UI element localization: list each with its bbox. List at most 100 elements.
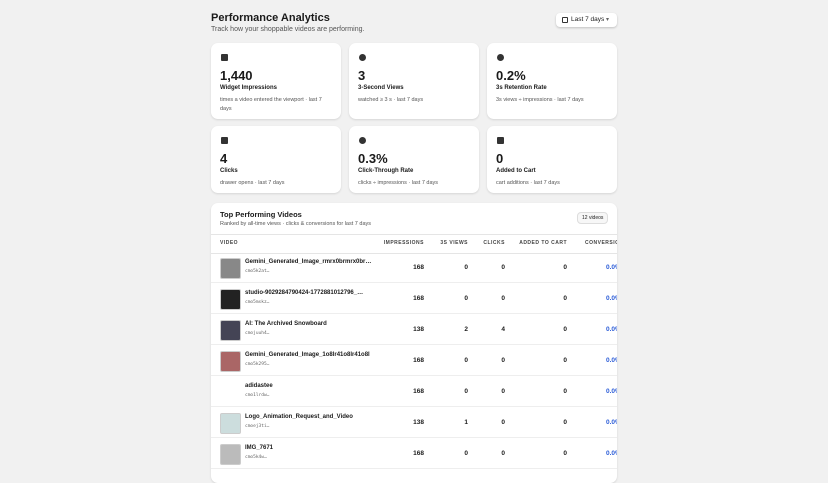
video-name: IMG_7671 xyxy=(245,445,274,451)
cell: 168 xyxy=(413,295,424,302)
card-value: 0 xyxy=(496,151,504,166)
row-divider xyxy=(211,468,617,469)
video-count: 12 videos xyxy=(577,212,609,224)
thumbnail xyxy=(220,289,241,310)
card-desc: cart additions · last 7 days xyxy=(496,180,560,186)
cell: 0 xyxy=(501,295,505,302)
range-label: Last 7 days xyxy=(571,16,605,23)
stat-card: 4 Clicks drawer opens · last 7 days xyxy=(211,126,341,193)
video-id: cmo5k4w… xyxy=(245,455,267,460)
card-label: Added to Cart xyxy=(496,168,536,174)
card-icon xyxy=(221,137,228,144)
chevron: ▾ xyxy=(606,17,610,23)
cell: 0.0% xyxy=(606,450,617,457)
video-id: cmoej3ti… xyxy=(245,424,270,429)
cell: 168 xyxy=(413,388,424,395)
video-id: cmojuuh4… xyxy=(245,331,270,336)
cell: 0 xyxy=(464,388,468,395)
column-header: CLICKS xyxy=(483,240,505,246)
column-header: CONVERSION xyxy=(585,240,617,246)
cell: 0 xyxy=(501,388,505,395)
cell: 0.0% xyxy=(606,264,617,271)
cell: 0 xyxy=(464,357,468,364)
page-title: Performance Analytics xyxy=(211,12,330,24)
card-desc: drawer opens · last 7 days xyxy=(220,180,285,186)
cell: 0 xyxy=(464,450,468,457)
video-id: cmo5k2at… xyxy=(245,269,270,274)
cell: 0 xyxy=(563,295,567,302)
cell: 0 xyxy=(563,357,567,364)
cell: 0.0% xyxy=(606,357,617,364)
card-icon xyxy=(497,137,504,144)
cell: 0 xyxy=(563,326,567,333)
cell: 0 xyxy=(464,264,468,271)
video-name: AI: The Archived Snowboard xyxy=(245,321,327,327)
thumbnail xyxy=(220,444,241,465)
card-icon xyxy=(359,137,366,144)
video-name: Logo_Animation_Request_and_Video xyxy=(245,414,353,420)
cell: 0 xyxy=(501,419,505,426)
column-header: ADDED TO CART xyxy=(519,240,567,246)
cell: 168 xyxy=(413,357,424,364)
video-id: cmo5k295… xyxy=(245,362,270,367)
row-divider xyxy=(211,406,617,407)
table-subtitle: Ranked by all-time views · clicks & conv… xyxy=(220,221,371,227)
card-label: Widget Impressions xyxy=(220,85,277,91)
row-divider xyxy=(211,282,617,283)
video-name: adidastee xyxy=(245,383,273,389)
card-label: 3s Retention Rate xyxy=(496,85,547,91)
row-divider xyxy=(211,437,617,438)
column-header: 3S VIEWS xyxy=(440,240,468,246)
video-id: cmo5mskz… xyxy=(245,300,270,305)
cell: 0 xyxy=(563,388,567,395)
cell: 138 xyxy=(413,419,424,426)
card-desc: times a video entered the viewport · las… xyxy=(220,97,322,112)
table-header xyxy=(211,234,617,254)
card-value: 1,440 xyxy=(220,68,253,83)
stat-card: 0 Added to Cart cart additions · last 7 da… xyxy=(487,126,617,193)
row-divider xyxy=(211,375,617,376)
card-desc: clicks ÷ impressions · last 7 days xyxy=(358,180,439,186)
cell: 0 xyxy=(464,295,468,302)
cell: 0 xyxy=(501,450,505,457)
card-label: Clicks xyxy=(220,168,238,174)
thumbnail xyxy=(220,320,241,341)
video-name: studio-9029284790424-1772881012796_… xyxy=(245,290,364,296)
card-icon xyxy=(359,54,366,61)
video-name: Gemini_Generated_Image_1o8lr41o8lr41o8l xyxy=(245,352,370,358)
cell: 0.0% xyxy=(606,295,617,302)
page-subtitle: Track how your shoppable videos are perf… xyxy=(211,26,365,33)
table-title: Top Performing Videos xyxy=(220,210,302,219)
cell: 2 xyxy=(464,326,468,333)
cell: 0.0% xyxy=(606,326,617,333)
column-header: IMPRESSIONS xyxy=(383,240,424,246)
column-header: VIDEO xyxy=(220,240,239,246)
row-divider xyxy=(211,313,617,314)
cell: 1 xyxy=(464,419,468,426)
cell: 0 xyxy=(501,357,505,364)
video-id: cmo1lrdw… xyxy=(245,393,270,398)
cell: 168 xyxy=(413,264,424,271)
row-divider xyxy=(211,344,617,345)
card-value: 3 xyxy=(358,68,366,83)
thumbnail xyxy=(220,351,241,372)
thumbnail xyxy=(220,258,241,279)
stat-card: 3 3-Second Views watched ≥ 3 s · last 7 da… xyxy=(349,43,479,119)
stat-card: 0.2% 3s Retention Rate 3s views ÷ impressi… xyxy=(487,43,617,119)
page: Performance Analytics Track how your sho… xyxy=(211,12,617,483)
cell: 0 xyxy=(501,264,505,271)
card-label: 3-Second Views xyxy=(358,85,404,91)
cell: 168 xyxy=(413,450,424,457)
thumbnail xyxy=(220,413,241,434)
cell: 0 xyxy=(563,450,567,457)
cell: 0.0% xyxy=(606,388,617,395)
cell: 4 xyxy=(501,326,505,333)
stat-card: 1,440 Widget Impressions times a video ent… xyxy=(211,43,341,119)
range-button[interactable]: Last 7 days ▾ xyxy=(556,13,617,27)
card-icon xyxy=(221,54,228,61)
video-name: Gemini_Generated_Image_rmrx0brmrx0br… xyxy=(245,259,372,265)
thumbnail xyxy=(220,382,239,401)
cell: 138 xyxy=(413,326,424,333)
card-desc: watched ≥ 3 s · last 7 days xyxy=(358,97,424,103)
card-icon xyxy=(497,54,504,61)
